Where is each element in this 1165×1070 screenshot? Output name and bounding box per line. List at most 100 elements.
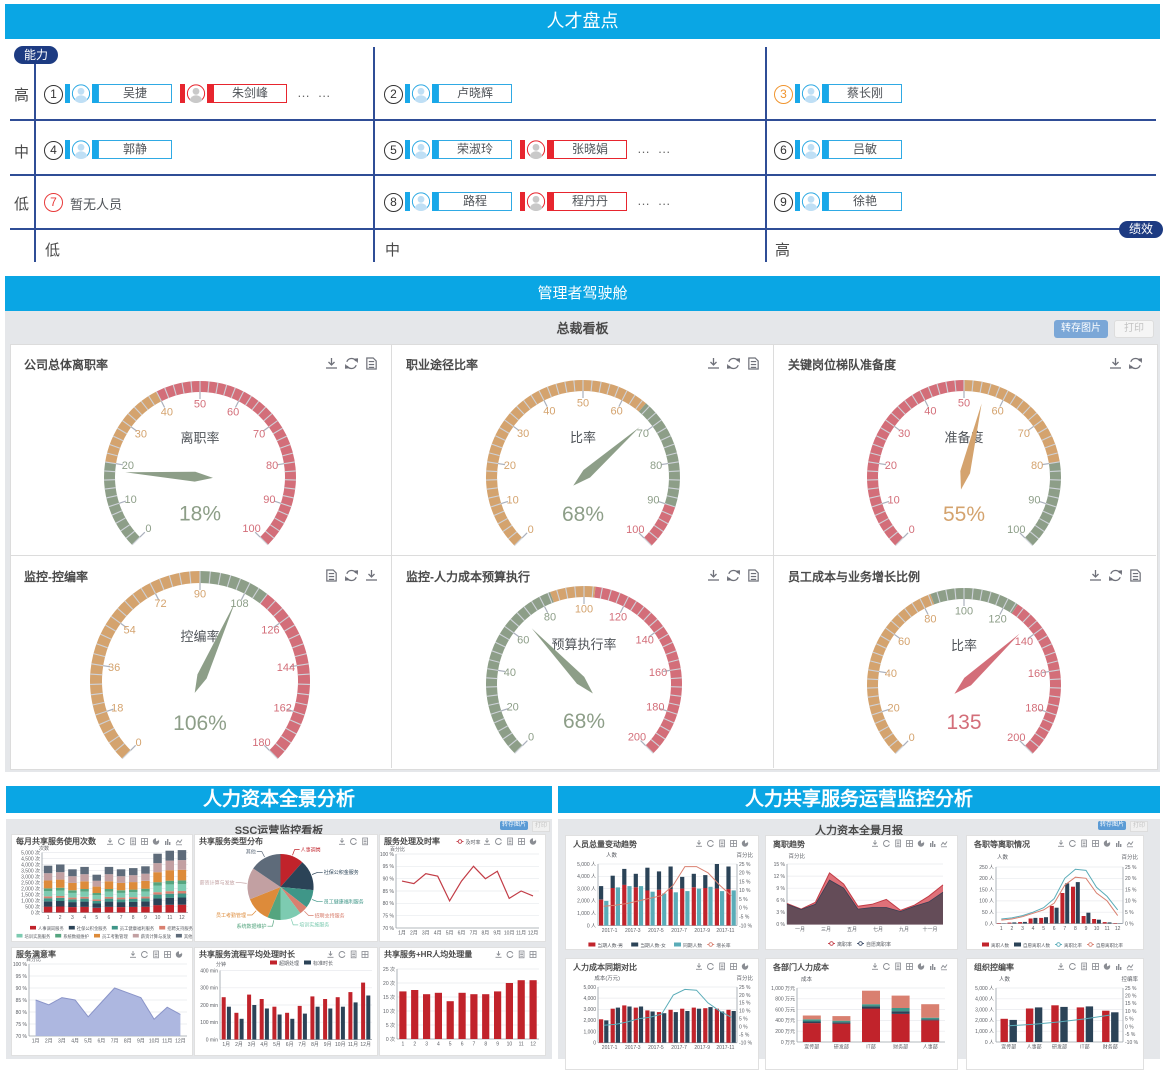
- svg-text:70 %: 70 %: [16, 1034, 28, 1040]
- svg-text:4: 4: [1032, 926, 1035, 932]
- svg-text:0: 0: [593, 1041, 596, 1047]
- svg-text:10: 10: [507, 1042, 513, 1048]
- svg-text:3: 3: [1021, 926, 1024, 932]
- svg-text:20 次: 20 次: [383, 980, 395, 987]
- svg-text:0 人: 0 人: [985, 1040, 994, 1046]
- svg-text:0 %: 0 %: [1125, 1024, 1134, 1030]
- svg-text:8: 8: [132, 915, 135, 921]
- svg-text:6: 6: [461, 1042, 464, 1048]
- svg-text:12月: 12月: [528, 931, 539, 937]
- svg-text:人数: 人数: [999, 975, 1011, 983]
- svg-text:15 次: 15 次: [383, 994, 395, 1001]
- svg-text:7: 7: [1063, 926, 1066, 932]
- svg-text:培训实施服务: 培训实施服务: [25, 933, 51, 940]
- svg-text:共享服务类型分布: 共享服务类型分布: [199, 836, 263, 846]
- svg-text:5: 5: [95, 915, 98, 921]
- svg-text:8月: 8月: [124, 1039, 132, 1045]
- svg-text:2017-11: 2017-11: [716, 928, 734, 934]
- svg-text:2: 2: [1011, 926, 1014, 932]
- svg-text:3,000 人: 3,000 人: [577, 886, 596, 892]
- svg-text:2,000: 2,000: [583, 1018, 596, 1024]
- svg-text:2: 2: [413, 1042, 416, 1048]
- svg-text:10 %: 10 %: [739, 1009, 751, 1015]
- svg-text:共享服务+HR人均处理量: 共享服务+HR人均处理量: [384, 949, 472, 959]
- svg-text:400 min: 400 min: [200, 968, 218, 974]
- svg-text:十一月: 十一月: [922, 926, 937, 933]
- svg-text:10 次: 10 次: [383, 1008, 395, 1015]
- svg-text:6月: 6月: [98, 1039, 106, 1045]
- svg-text:0 %: 0 %: [776, 922, 785, 928]
- svg-text:七月: 七月: [873, 926, 883, 933]
- svg-text:5,000 次: 5,000 次: [21, 849, 40, 856]
- svg-text:2,500 次: 2,500 次: [21, 879, 40, 886]
- svg-text:5 %: 5 %: [1125, 910, 1134, 916]
- svg-text:五月: 五月: [847, 927, 857, 933]
- svg-text:组织控编率: 组织控编率: [974, 962, 1014, 972]
- svg-text:0 %: 0 %: [1125, 921, 1134, 927]
- svg-text:社保公积金服务: 社保公积金服务: [324, 869, 359, 876]
- svg-text:5月: 5月: [84, 1039, 92, 1045]
- svg-text:当期人数-女: 当期人数-女: [640, 942, 666, 949]
- svg-text:研发部: 研发部: [834, 1044, 849, 1051]
- svg-text:1,000 万元: 1,000 万元: [771, 986, 795, 992]
- svg-text:2017-5: 2017-5: [648, 1045, 664, 1051]
- svg-text:2017-11: 2017-11: [716, 1045, 734, 1051]
- svg-text:财务部: 财务部: [1103, 1044, 1118, 1051]
- svg-text:7: 7: [473, 1042, 476, 1048]
- svg-text:离职趋势: 离职趋势: [773, 839, 805, 849]
- svg-text:85 %: 85 %: [16, 998, 28, 1004]
- svg-text:5 %: 5 %: [739, 1017, 748, 1023]
- svg-text:2,000 人: 2,000 人: [577, 899, 596, 905]
- svg-text:0 %: 0 %: [739, 1025, 748, 1031]
- svg-text:0 %: 0 %: [739, 906, 748, 912]
- svg-text:2017-3: 2017-3: [625, 928, 641, 934]
- svg-text:2,000 次: 2,000 次: [21, 885, 40, 892]
- svg-text:400 万元: 400 万元: [775, 1018, 795, 1024]
- svg-text:9: 9: [144, 915, 147, 921]
- svg-text:80 %: 80 %: [383, 901, 395, 907]
- svg-text:-5 %: -5 %: [739, 1033, 750, 1039]
- svg-text:7: 7: [120, 915, 123, 921]
- svg-text:百分比: 百分比: [736, 974, 753, 982]
- svg-text:员工健康福利服务: 员工健康福利服务: [324, 899, 364, 906]
- svg-text:IT部: IT部: [1080, 1044, 1089, 1051]
- svg-text:5,000 人: 5,000 人: [975, 986, 994, 992]
- svg-text:15 %: 15 %: [1125, 1001, 1137, 1007]
- svg-text:8: 8: [1074, 926, 1077, 932]
- svg-text:5 次: 5 次: [386, 1022, 395, 1029]
- svg-text:11月: 11月: [516, 931, 526, 937]
- svg-text:1: 1: [402, 1042, 405, 1048]
- svg-text:11: 11: [1104, 926, 1109, 932]
- svg-text:0 人: 0 人: [587, 923, 596, 929]
- svg-text:各职等离职情况: 各职等离职情况: [973, 839, 1030, 849]
- svg-text:三月: 三月: [821, 927, 831, 933]
- svg-text:90 %: 90 %: [16, 986, 28, 992]
- svg-text:3月: 3月: [422, 931, 430, 937]
- svg-text:4,000 人: 4,000 人: [577, 874, 596, 880]
- svg-text:10月: 10月: [335, 1042, 346, 1048]
- svg-text:2月: 2月: [410, 931, 418, 937]
- svg-text:社保公积金服务: 社保公积金服务: [77, 925, 108, 932]
- svg-text:2,000 人: 2,000 人: [975, 1018, 994, 1024]
- svg-text:其他: 其他: [184, 933, 193, 940]
- svg-text:25 %: 25 %: [1125, 986, 1137, 992]
- svg-text:7月: 7月: [111, 1039, 119, 1045]
- svg-text:宣传部: 宣传部: [1001, 1044, 1016, 1051]
- svg-text:100 人: 100 人: [979, 899, 994, 905]
- svg-text:3月: 3月: [248, 1042, 256, 1048]
- svg-text:人事调岗: 人事调岗: [301, 846, 321, 853]
- svg-text:10月: 10月: [504, 931, 515, 937]
- svg-text:成本(万元): 成本(万元): [594, 974, 620, 982]
- svg-text:1,000 人: 1,000 人: [975, 1029, 994, 1035]
- svg-text:4,000 人: 4,000 人: [975, 997, 994, 1003]
- svg-text:10: 10: [1094, 926, 1100, 932]
- svg-text:人数: 人数: [997, 853, 1009, 861]
- svg-text:9: 9: [1085, 926, 1088, 932]
- svg-text:5月: 5月: [446, 931, 454, 937]
- svg-text:招聘支持服务: 招聘支持服务: [167, 925, 193, 932]
- svg-text:3: 3: [425, 1042, 428, 1048]
- svg-text:4,000 次: 4,000 次: [21, 861, 40, 868]
- svg-text:9: 9: [496, 1042, 499, 1048]
- svg-text:财务部: 财务部: [893, 1044, 908, 1051]
- svg-text:12: 12: [530, 1042, 536, 1048]
